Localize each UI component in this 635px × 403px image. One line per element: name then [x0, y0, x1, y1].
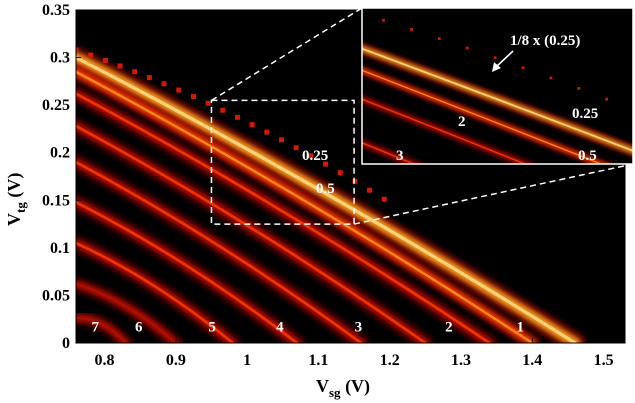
ridge-core: [362, 47, 633, 152]
y-axis-label-main: V: [4, 213, 24, 226]
plateau-label: 4: [276, 320, 284, 336]
plateau-label: 2: [445, 320, 453, 336]
inset-heatmap-ridges: [326, 2, 633, 164]
x-axis-label-main: V: [316, 376, 329, 396]
inset-label-2: 2: [458, 114, 466, 130]
edge-dot: [437, 37, 441, 40]
edge-dot: [205, 100, 211, 106]
edge-dot: [410, 27, 413, 31]
y-axis-label-sub: tg: [13, 202, 28, 213]
plateau-label: 1: [516, 320, 524, 336]
inset-arrow-label: 1/8 x (0.25): [510, 33, 580, 49]
edge-dot: [102, 57, 108, 63]
edge-dot: [146, 75, 152, 81]
plateau-label: 7: [92, 320, 100, 336]
edge-dot: [190, 94, 196, 100]
x-tick-label: 1: [243, 352, 251, 369]
plateau-label: 5: [208, 320, 216, 336]
edge-dot: [465, 46, 469, 50]
x-tick-label: 1.5: [594, 352, 614, 369]
edge-dot: [132, 69, 138, 75]
y-tick-label: 0.15: [42, 192, 70, 209]
x-tick-label: 1.3: [451, 352, 471, 369]
svg-text:Vtg (V): Vtg (V): [4, 173, 28, 226]
x-axis-ticks: 0.8 0.9 1 1.1 1.2 1.3 1.4 1.5: [95, 338, 614, 369]
x-tick-label: 1.4: [522, 352, 542, 369]
edge-dot: [382, 19, 385, 22]
plot-frame: [75, 9, 626, 344]
y-axis-label-unit: (V): [4, 173, 25, 203]
edge-dot: [220, 107, 226, 113]
zoom-region-box: [210, 99, 355, 225]
inset-label-3: 3: [396, 148, 404, 164]
heatmap-ridges: [76, 46, 587, 343]
y-axis-label: Vtg (V): [4, 173, 28, 226]
y-tick-label: 0.2: [50, 145, 70, 162]
x-axis-label-unit: (V): [341, 376, 371, 397]
edge-dot: [549, 76, 553, 80]
plateau-labels: 7 6 5 4 3 2 1: [92, 320, 524, 336]
edge-dot: [521, 66, 525, 70]
zoom-connector-line: [353, 163, 634, 225]
x-tick-label: 0.9: [166, 352, 186, 369]
inset-arrow-head: [492, 62, 501, 72]
edge-dot: [117, 63, 123, 69]
edge-dot: [249, 122, 255, 128]
ridge-core: [362, 69, 603, 164]
edge-dot: [326, 2, 329, 5]
ridge-core: [76, 241, 235, 343]
ridge-core: [76, 55, 577, 343]
edge-dot: [493, 56, 497, 60]
x-axis-label: Vsg (V): [316, 376, 370, 400]
edge-dot: [308, 153, 314, 159]
x-tick-label: 1.1: [308, 352, 328, 369]
svg-text:Vsg (V): Vsg (V): [316, 376, 370, 400]
edge-dot: [176, 87, 182, 93]
ridge-core: [76, 200, 299, 343]
edge-dot: [279, 137, 285, 143]
inset-label-0.5: 0.5: [578, 148, 597, 164]
edge-dot: [381, 196, 387, 202]
main-label-0.5: 0.5: [316, 181, 335, 197]
x-axis-label-sub: sg: [329, 385, 341, 400]
ridge-core: [76, 70, 534, 343]
edge-dot: [293, 145, 299, 151]
y-axis-ticks: 0 0.05 0.1 0.15 0.2 0.25 0.3 0.35: [42, 2, 81, 352]
x-tick-label: 0.8: [95, 352, 115, 369]
y-tick-label: 0: [62, 335, 70, 352]
plateau-label: 3: [355, 320, 363, 336]
inset-label-0.25: 0.25: [572, 106, 598, 122]
edge-dot: [161, 81, 167, 87]
y-tick-label: 0.1: [50, 240, 70, 257]
ridge-core: [362, 98, 528, 164]
plateau-label: 6: [135, 320, 143, 336]
edge-dot: [337, 170, 343, 176]
ridge-core: [76, 282, 178, 343]
edge-dot: [605, 97, 609, 101]
inset-arrow: [494, 50, 514, 69]
edge-dot: [367, 187, 373, 193]
edge-dot: [88, 52, 94, 58]
zoom-inset: 1/8 x (0.25) 2 0.25 3 0.5: [326, 2, 634, 165]
edge-dot: [234, 114, 240, 120]
y-tick-label: 0.3: [50, 50, 70, 67]
y-tick-label: 0.25: [42, 97, 70, 114]
x-tick-label: 1.2: [380, 352, 400, 369]
main-label-0.25: 0.25: [302, 148, 328, 164]
ridge-core: [76, 124, 427, 343]
edge-dot: [76, 47, 79, 53]
edge-dot: [323, 161, 329, 167]
edge-dot: [264, 129, 270, 135]
y-tick-label: 0.05: [42, 287, 70, 304]
ridge-core: [76, 160, 363, 343]
ridge-core: [76, 317, 128, 343]
ridge-core: [76, 92, 491, 343]
edge-dot: [352, 178, 358, 184]
edge-dot: [577, 87, 581, 90]
y-tick-label: 0.35: [42, 2, 70, 19]
